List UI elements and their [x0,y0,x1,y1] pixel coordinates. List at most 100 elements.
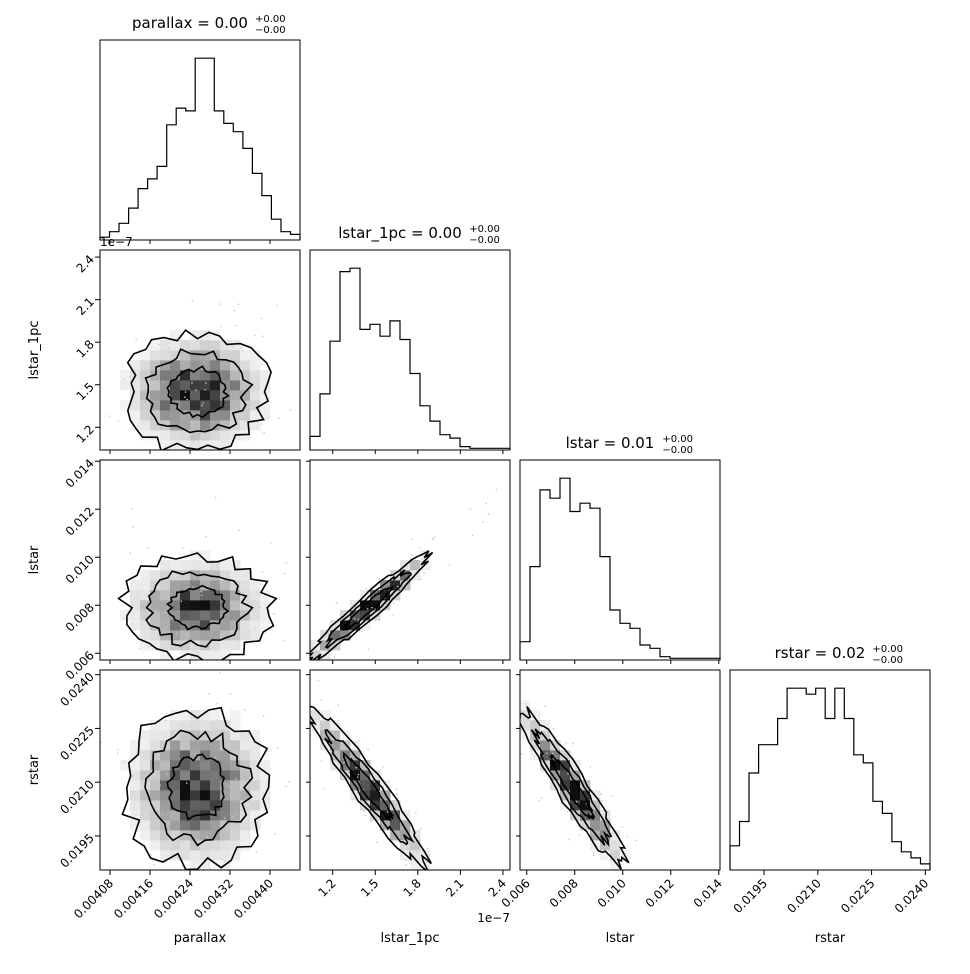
density-cell [220,840,230,850]
density-cell [220,350,230,360]
density-cell [250,370,260,380]
sample-point [224,860,226,862]
density-cell [200,630,210,640]
sample-point [415,812,417,814]
density-cell [190,590,200,600]
sample-point [482,521,484,523]
sample-point [182,547,184,549]
sample-point [364,815,366,817]
density-cell [200,820,210,830]
sample-point [285,785,287,787]
y-tick-label: 0.008 [63,600,97,634]
density-cell [150,760,160,770]
sample-point [249,919,251,921]
sample-point [476,680,478,682]
sample-point [255,628,257,630]
density-cell [320,640,330,650]
sample-point [221,729,223,731]
sample-point [233,310,235,312]
density-cell [200,360,210,370]
sample-point [601,800,603,802]
sample-point [427,848,429,850]
sample-point [636,840,638,842]
density-cell [130,590,140,600]
sample-point [357,776,359,778]
sample-point [123,618,125,620]
sample-point [114,715,116,717]
sample-point [472,534,474,536]
sample-point [57,672,59,674]
density-cell [240,740,250,750]
sample-point [448,611,450,613]
sample-point [65,959,67,961]
sample-point [521,753,523,755]
x-axis-label-parallax: parallax [174,931,227,946]
density-cell [240,840,250,850]
sample-point [485,503,487,505]
sample-point [206,836,208,838]
sample-point [341,500,343,502]
density-cell [140,800,150,810]
sample-point [217,702,219,704]
density-cell [210,620,220,630]
sample-point [261,317,263,319]
sample-point [553,728,555,730]
sample-point [513,724,515,726]
sample-point [266,667,268,669]
density-cell [220,850,230,860]
sample-point [290,716,292,718]
density-cell [210,770,220,780]
sample-point [177,640,179,642]
density-cell [250,760,260,770]
density-cell [180,780,190,790]
sample-point [181,600,183,602]
sample-point [191,300,193,302]
x-tick-label: 1.2 [315,876,338,899]
panel-title-parallax: parallax = 0.00 [132,14,248,32]
sample-point [125,918,127,920]
density-cell [190,390,200,400]
density-cell [180,610,190,620]
density-cell [250,750,260,760]
sample-point [176,633,178,635]
density-cell [150,770,160,780]
histogram-lstar [520,478,720,660]
sample-point [162,814,164,816]
sample-point [460,644,462,646]
sample-point [205,382,207,384]
density-cell [140,410,150,420]
sample-point [283,680,285,682]
density-cell [140,580,150,590]
sample-point [286,665,288,667]
sample-point [292,686,294,688]
sample-point [132,526,134,528]
x-tick-label: 0.00408 [71,876,116,921]
density-cell [130,790,140,800]
density-cell [140,420,150,430]
title-upper-error-rstar: +0.00 [872,644,903,655]
sample-point [150,854,152,856]
y-tick-label: 0.0195 [57,831,97,871]
density-cell [180,800,190,810]
sample-point [357,774,359,776]
density-cell [220,390,230,400]
density-cell [240,350,250,360]
sample-point [232,816,234,818]
density-cell [250,360,260,370]
sample-point [200,591,202,593]
density-cell [140,750,150,760]
sample-point [285,562,287,564]
sample-point [201,405,203,407]
density-cell [160,580,170,590]
density-cell [220,360,230,370]
y-tick-label: 1.8 [74,337,97,360]
density-cell [190,740,200,750]
sample-point [416,851,418,853]
sample-point [565,742,567,744]
sample-point [541,797,543,799]
density-cell [230,380,240,390]
sample-point [469,508,471,510]
density-cell [230,740,240,750]
density-cell [210,640,220,650]
sample-point [121,693,123,695]
